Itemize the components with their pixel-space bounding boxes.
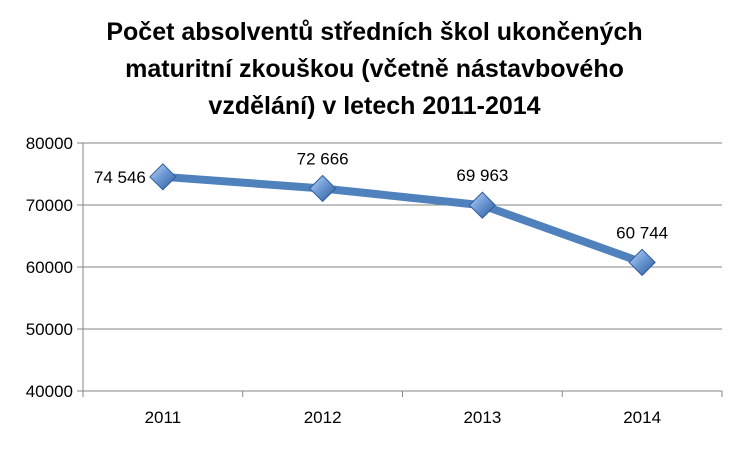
- y-tick-label: 40000: [26, 382, 73, 401]
- x-tick-label: 2014: [623, 408, 661, 427]
- chart-title-line-2: maturitní zkouškou (včetně nástavbového: [125, 55, 624, 83]
- series-layer: [149, 163, 656, 277]
- y-tick-label: 60000: [26, 258, 73, 277]
- axis-layer: 40000 50000 60000 70000 80000 2011 2012 2013 201…: [26, 134, 723, 427]
- data-label: 74 546: [94, 168, 146, 187]
- label-layer: 74 546 72 666 69 963 60 744: [94, 149, 668, 242]
- chart-title-line-3: vzdělání) v letech 2011-2014: [208, 92, 541, 120]
- x-tick-label: 2013: [463, 408, 501, 427]
- data-label: 69 963: [456, 166, 508, 185]
- data-point-marker: [628, 248, 656, 277]
- series-line: [158, 172, 647, 267]
- y-tick-label: 80000: [26, 134, 73, 153]
- y-tick-label: 50000: [26, 320, 73, 339]
- grid-layer: [83, 142, 722, 392]
- data-label: 60 744: [616, 223, 668, 242]
- chart-title-line-1: Počet absolventů středních škol ukončený…: [106, 18, 643, 46]
- y-tick-label: 70000: [26, 196, 73, 215]
- data-point-marker: [308, 174, 337, 203]
- chart-title: Počet absolventů středních škol ukončený…: [0, 14, 749, 125]
- x-tick-label: 2011: [145, 408, 182, 427]
- x-tick-label: 2012: [304, 408, 342, 427]
- data-point-marker: [149, 163, 177, 191]
- data-label: 72 666: [297, 149, 349, 168]
- data-point-marker: [468, 191, 497, 219]
